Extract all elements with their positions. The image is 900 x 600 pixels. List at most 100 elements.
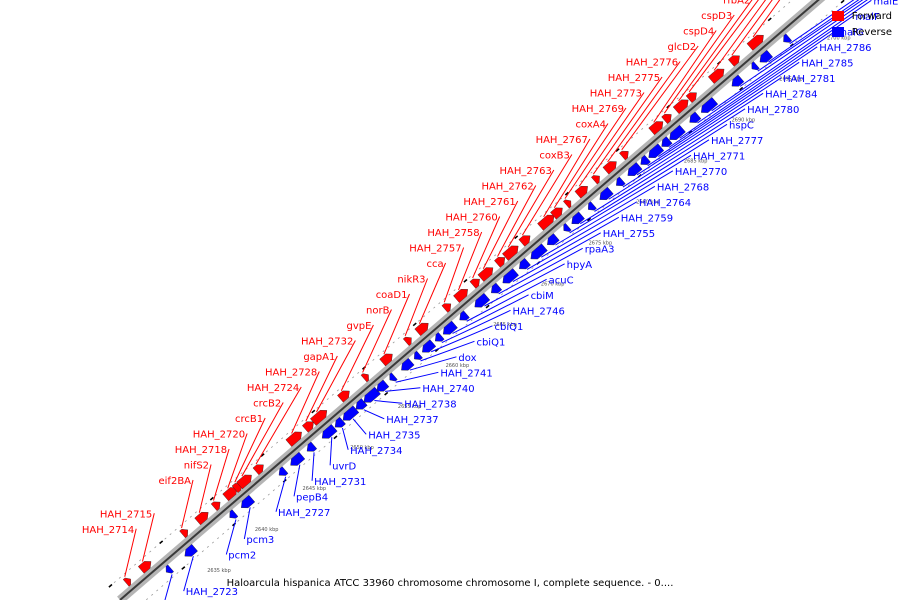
reverse-gene-arrow[interactable] [751, 61, 760, 71]
reverse-gene-arrow[interactable] [290, 451, 306, 466]
reverse-gene-label[interactable]: HAH_2771 [693, 151, 745, 162]
forward-gene-arrow[interactable] [477, 267, 494, 282]
forward-gene-arrow[interactable] [494, 257, 506, 268]
reverse-gene-arrow[interactable] [414, 350, 423, 360]
reverse-gene-label[interactable]: pcm2 [228, 551, 256, 562]
forward-gene-label[interactable]: gapA1 [303, 352, 335, 363]
reverse-gene-label[interactable]: HAH_2737 [386, 415, 438, 426]
reverse-gene-label[interactable]: HAH_2735 [368, 430, 420, 441]
forward-gene-label[interactable]: HAH_2758 [427, 228, 479, 239]
reverse-gene-label[interactable]: HAH_2723 [186, 587, 238, 598]
reverse-gene-arrow[interactable] [184, 543, 198, 557]
forward-gene-arrow[interactable] [179, 529, 188, 539]
forward-gene-label[interactable]: HAH_2773 [590, 89, 642, 100]
reverse-gene-arrow[interactable] [502, 268, 519, 284]
reverse-gene-arrow[interactable] [759, 49, 774, 63]
reverse-gene-label[interactable]: HAH_2786 [819, 43, 871, 54]
forward-gene-arrow[interactable] [414, 322, 429, 337]
reverse-gene-arrow[interactable] [401, 357, 415, 371]
reverse-gene-arrow[interactable] [563, 222, 572, 232]
forward-gene-label[interactable]: eif2BA [159, 476, 192, 487]
reverse-gene-label[interactable]: HAH_2784 [765, 89, 817, 100]
reverse-gene-arrow[interactable] [599, 186, 614, 200]
reverse-gene-label[interactable]: malE [873, 0, 898, 7]
forward-gene-arrow[interactable] [648, 121, 664, 136]
forward-gene-label[interactable]: gvpE [346, 321, 371, 332]
reverse-gene-label[interactable]: hspC [729, 120, 754, 131]
reverse-gene-arrow[interactable] [306, 441, 318, 452]
forward-gene-label[interactable]: HAH_2728 [265, 368, 317, 379]
forward-gene-label[interactable]: HAH_2761 [463, 197, 515, 208]
reverse-gene-arrow[interactable] [731, 74, 745, 87]
reverse-gene-label[interactable]: HAH_2768 [657, 182, 709, 193]
reverse-gene-arrow[interactable] [241, 494, 256, 509]
forward-gene-arrow[interactable] [661, 114, 672, 125]
reverse-gene-arrow[interactable] [648, 143, 665, 158]
reverse-gene-label[interactable]: malF [855, 12, 880, 23]
forward-gene-arrow[interactable] [591, 175, 600, 185]
reverse-gene-arrow[interactable] [355, 398, 368, 410]
reverse-gene-arrow[interactable] [442, 320, 458, 335]
forward-gene-label[interactable]: HAH_2724 [247, 383, 299, 394]
forward-gene-label[interactable]: HAH_2763 [499, 166, 551, 177]
reverse-gene-label[interactable]: HAH_2770 [675, 167, 727, 178]
forward-gene-label[interactable]: cspD4 [683, 27, 714, 38]
forward-gene-label[interactable]: coaD1 [376, 290, 408, 301]
reverse-gene-label[interactable]: cbiQ1 [494, 322, 523, 333]
reverse-gene-label[interactable]: cbiQ1 [476, 337, 505, 348]
reverse-gene-arrow[interactable] [321, 424, 338, 439]
forward-gene-arrow[interactable] [441, 303, 452, 313]
reverse-gene-arrow[interactable] [389, 372, 398, 382]
reverse-gene-label[interactable]: HAH_2755 [603, 229, 655, 240]
forward-gene-arrow[interactable] [301, 421, 314, 433]
forward-gene-arrow[interactable] [210, 501, 221, 512]
reverse-gene-label[interactable]: HAH_2741 [440, 368, 492, 379]
forward-gene-arrow[interactable] [574, 185, 588, 199]
forward-gene-arrow[interactable] [122, 577, 132, 587]
forward-gene-label[interactable]: HAH_2715 [100, 509, 152, 520]
forward-gene-label[interactable]: HAH_2760 [445, 213, 497, 224]
reverse-gene-label[interactable]: HAH_2781 [783, 74, 835, 85]
reverse-gene-label[interactable]: hpyA [567, 260, 593, 271]
forward-gene-arrow[interactable] [337, 390, 350, 403]
forward-gene-arrow[interactable] [236, 474, 252, 490]
forward-gene-label[interactable]: HAH_2732 [301, 337, 353, 348]
forward-gene-label[interactable]: HAH_2775 [608, 73, 660, 84]
reverse-gene-arrow[interactable] [588, 201, 597, 211]
forward-gene-label[interactable]: glcD2 [667, 42, 696, 53]
reverse-gene-arrow[interactable] [616, 176, 626, 186]
reverse-gene-arrow[interactable] [547, 233, 560, 246]
forward-gene-label[interactable]: crcB2 [253, 399, 281, 410]
forward-gene-arrow[interactable] [550, 207, 563, 220]
reverse-gene-arrow[interactable] [435, 332, 445, 342]
reverse-gene-arrow[interactable] [571, 211, 585, 225]
reverse-gene-arrow[interactable] [530, 243, 548, 260]
forward-gene-arrow[interactable] [619, 150, 629, 161]
forward-gene-label[interactable]: HAH_2776 [626, 58, 678, 69]
reverse-gene-label[interactable]: HAH_2759 [621, 213, 673, 224]
forward-gene-label[interactable]: coxA4 [576, 120, 606, 131]
reverse-gene-arrow[interactable] [701, 97, 719, 113]
forward-gene-arrow[interactable] [563, 199, 572, 209]
reverse-gene-arrow[interactable] [459, 310, 470, 321]
forward-gene-label[interactable]: cca [426, 259, 443, 270]
reverse-gene-arrow[interactable] [491, 282, 503, 294]
reverse-gene-arrow[interactable] [363, 386, 381, 403]
reverse-gene-label[interactable]: rpaA3 [585, 244, 615, 255]
forward-gene-arrow[interactable] [194, 512, 209, 526]
reverse-gene-arrow[interactable] [661, 136, 673, 147]
forward-gene-arrow[interactable] [537, 214, 555, 231]
forward-gene-label[interactable]: cspD3 [701, 11, 732, 22]
reverse-gene-label[interactable]: HAH_2740 [422, 384, 474, 395]
forward-gene-arrow[interactable] [137, 561, 152, 574]
reverse-gene-label[interactable]: malG [837, 27, 863, 38]
reverse-gene-label[interactable]: pcm3 [246, 535, 274, 546]
forward-gene-arrow[interactable] [402, 336, 412, 346]
forward-gene-arrow[interactable] [746, 34, 764, 51]
reverse-gene-arrow[interactable] [783, 33, 793, 43]
forward-gene-label[interactable]: HAH_2720 [193, 430, 245, 441]
forward-gene-arrow[interactable] [285, 431, 302, 447]
reverse-gene-arrow[interactable] [278, 466, 289, 476]
reverse-gene-label[interactable]: HAH_2780 [747, 105, 799, 116]
forward-gene-label[interactable]: HAH_2718 [175, 445, 227, 456]
